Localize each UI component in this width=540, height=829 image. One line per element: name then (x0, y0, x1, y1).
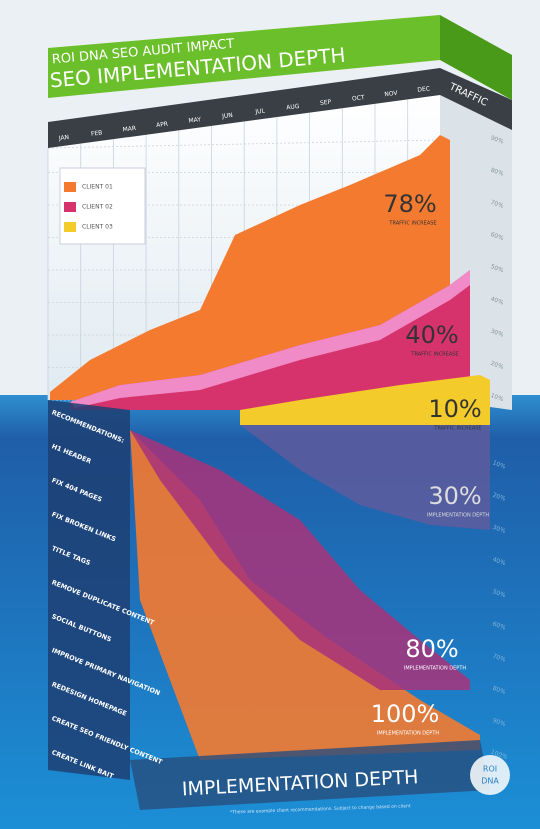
depth-tick: 10% (492, 459, 507, 470)
callout-value: 10% (428, 395, 481, 423)
depth-tick: 40% (492, 556, 507, 567)
month: OCT (352, 94, 366, 103)
month: JUL (254, 107, 266, 115)
legend-label: CLIENT 01 (82, 184, 113, 191)
month: NOV (384, 90, 399, 99)
traffic-tick: 20% (490, 360, 505, 371)
callout-value: 40% (405, 321, 458, 349)
traffic-header (440, 68, 512, 130)
legend-swatch (64, 202, 76, 212)
recommendation-column (48, 400, 130, 780)
callout-value: 100% (371, 700, 440, 728)
client-03-depth (240, 425, 490, 530)
month: JAN (57, 134, 69, 142)
traffic-tick: 50% (490, 263, 505, 274)
traffic-tick: 90% (490, 134, 505, 145)
depth-tick: 70% (492, 653, 507, 664)
callout-caption: TRAFFIC INCREASE (388, 221, 436, 227)
client-03-area (240, 375, 490, 425)
month: SEP (320, 99, 332, 107)
client-02-area (70, 270, 470, 410)
traffic-tick: 80% (490, 167, 505, 178)
month: AUG (286, 103, 300, 112)
month-bar (48, 68, 440, 148)
depth-tick: 90% (492, 717, 507, 728)
footer-bar (130, 740, 490, 810)
legend-label: CLIENT 03 (82, 224, 113, 231)
depth-tick: 30% (492, 524, 507, 535)
grid-line (47, 139, 441, 149)
month: JUN (221, 112, 233, 120)
month: MAR (122, 125, 136, 134)
banner-side (440, 15, 512, 100)
traffic-tick: 60% (490, 231, 505, 242)
callout-caption: IMPLEMENTATION DEPTH (377, 731, 440, 737)
depth-tick: 50% (492, 588, 507, 599)
logo (470, 755, 510, 795)
callout-value: 30% (428, 482, 481, 510)
legend-swatch (64, 182, 76, 192)
callout-caption: IMPLEMENTATION DEPTH (404, 666, 467, 672)
month: APR (156, 121, 169, 129)
month: DEC (417, 85, 430, 93)
traffic-tick: 40% (490, 295, 505, 306)
callout-caption: TRAFFIC INCREASE (433, 426, 481, 432)
client-02-depth (130, 430, 470, 690)
client-01-depth (130, 430, 480, 760)
depth-tick: 60% (492, 620, 507, 631)
traffic-tick: 70% (490, 199, 505, 210)
depth-tick: 20% (492, 492, 507, 503)
legend-label: CLIENT 02 (82, 204, 113, 211)
callout-value: 78% (383, 190, 436, 218)
logo-text: ROI (483, 765, 497, 774)
legend-swatch (64, 222, 76, 232)
month: FEB (91, 129, 103, 137)
banner (48, 15, 440, 98)
callout-caption: IMPLEMENTATION DEPTH (427, 513, 490, 519)
traffic-tick: 10% (490, 392, 505, 403)
callout-value: 80% (405, 635, 458, 663)
callout-caption: TRAFFIC INCREASE (410, 352, 458, 358)
month: MAY (188, 116, 202, 125)
traffic-tick: 30% (490, 328, 505, 339)
depth-tick: 80% (492, 685, 507, 696)
client-02-top (70, 270, 470, 408)
logo-text: DNA (481, 777, 499, 786)
